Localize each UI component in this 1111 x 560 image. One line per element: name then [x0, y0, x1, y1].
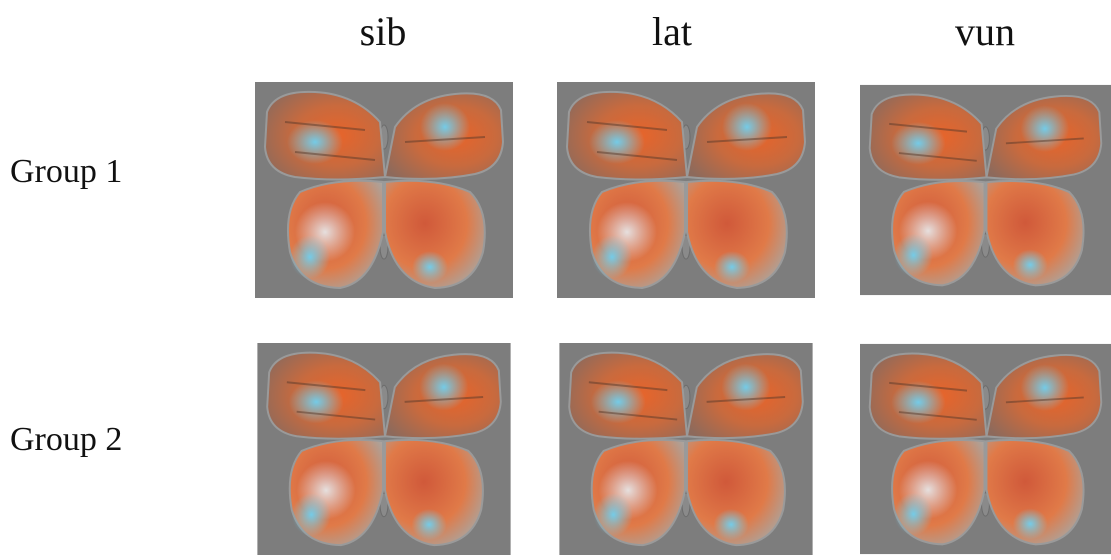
column-label: sib [360, 9, 407, 54]
butterfly-image [860, 344, 1111, 554]
row-label: Group 1 [10, 153, 122, 190]
butterfly-image [559, 343, 812, 555]
column-label: lat [652, 9, 692, 54]
butterfly-image [860, 85, 1111, 295]
butterfly-image [257, 343, 510, 555]
butterfly-image [557, 82, 815, 298]
column-label: vun [955, 9, 1015, 54]
figure: sib lat vun Group 1 Group 2 [0, 0, 1111, 555]
row-label: Group 2 [10, 421, 122, 458]
butterfly-image [255, 82, 513, 298]
